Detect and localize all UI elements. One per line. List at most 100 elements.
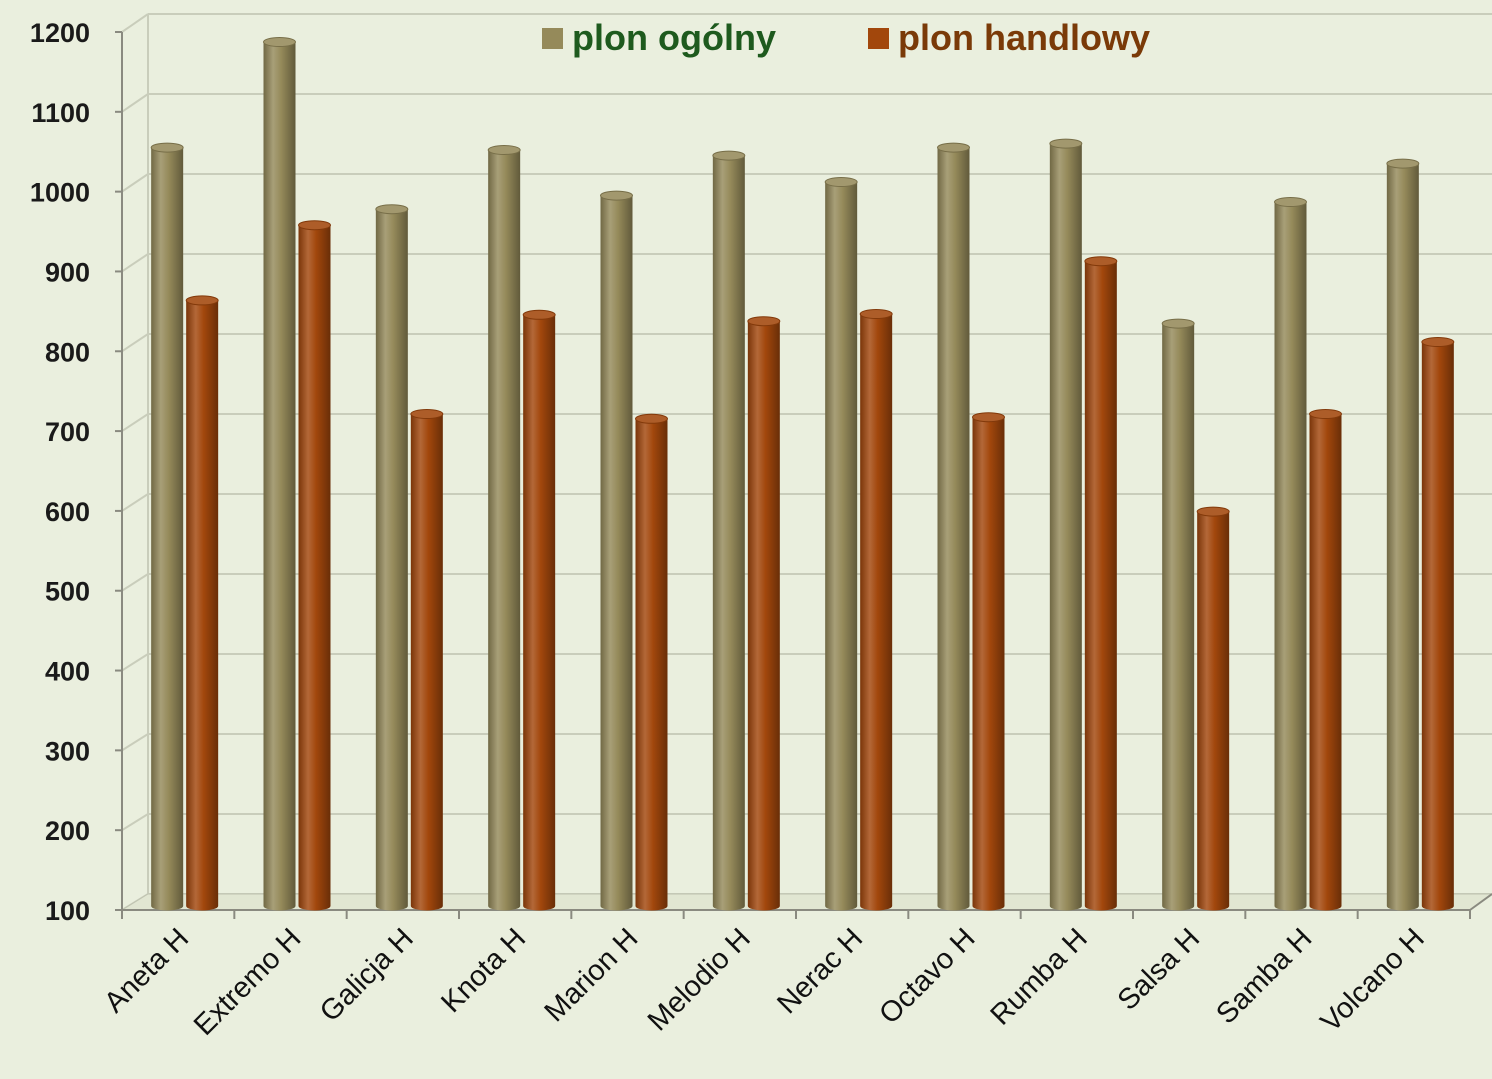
bar-top (1084, 256, 1118, 267)
bar-top (1421, 337, 1455, 347)
bar-body (151, 147, 184, 911)
x-tick-label: Galicja H (314, 922, 420, 1028)
bar-top (185, 295, 219, 306)
legend-swatch (542, 28, 563, 49)
bar-top (1049, 138, 1083, 149)
bar-plon-ogolny (150, 142, 184, 911)
x-tick-label: Volcano H (1315, 922, 1431, 1038)
bar-body (1084, 261, 1117, 911)
bar-top (1161, 318, 1195, 329)
y-tick-label: 1200 (30, 18, 90, 48)
y-tick-label: 300 (45, 736, 90, 766)
legend-item: plon handlowy (868, 17, 1150, 58)
x-tick-label: Melodio H (642, 922, 757, 1037)
bar-top (859, 309, 893, 319)
gridline-connector (121, 173, 149, 193)
gridline-connector (121, 653, 149, 672)
bar-body (860, 314, 893, 911)
bar-plon-ogolny (600, 190, 633, 911)
bar-plon-ogolny (487, 145, 521, 911)
bar-top (150, 142, 184, 153)
bar-plon-handlowy (747, 316, 781, 911)
gridline-connector (121, 93, 149, 113)
bar-body (825, 182, 858, 911)
bar-plon-ogolny (937, 142, 970, 911)
y-tick-label: 600 (45, 497, 90, 527)
y-tick-label: 800 (45, 337, 90, 367)
gridline-connector (121, 573, 149, 592)
bar-body (298, 225, 331, 911)
legend: plon ogólny plon handlowy (542, 17, 1150, 58)
bar-plon-handlowy (859, 309, 893, 911)
bar-body (1197, 511, 1230, 911)
y-tick-label: 700 (45, 417, 90, 447)
bar-body (1162, 323, 1195, 911)
bar-body (186, 300, 219, 911)
bar-body (937, 147, 970, 911)
x-tick-label: Nerac H (771, 922, 869, 1020)
bar-top (600, 190, 633, 201)
bar-body (1386, 163, 1419, 911)
gridline-connector (121, 813, 149, 832)
bar-plon-handlowy (1309, 409, 1342, 911)
gridline-connector (121, 13, 149, 33)
gridline-connector (121, 733, 149, 752)
bar-top (1274, 197, 1307, 207)
gridline-connector (121, 253, 149, 273)
bar-top (410, 409, 444, 419)
x-tick-label: Aneta H (98, 922, 195, 1019)
x-tick-label: Extremo H (188, 922, 307, 1041)
x-tick-label: Knota H (435, 922, 532, 1019)
y-tick-label: 900 (45, 257, 90, 287)
legend-swatch (868, 28, 889, 49)
bar-top (298, 220, 331, 231)
x-tick-label: Rumba H (985, 922, 1094, 1031)
gridline-connector (121, 493, 149, 512)
bar-plon-ogolny (1386, 158, 1420, 911)
gridline-connector (121, 333, 149, 353)
y-tick-label: 200 (45, 816, 90, 846)
y-tick-label: 1100 (31, 98, 90, 128)
y-tick-label: 1000 (30, 178, 90, 208)
bar-body (635, 418, 668, 911)
y-tick-label: 400 (45, 657, 90, 687)
x-tick-label: Marion H (539, 922, 645, 1028)
bar-top (824, 177, 858, 187)
bar-plon-handlowy (522, 309, 556, 911)
bar-body (375, 209, 408, 911)
bar-top (1196, 506, 1230, 517)
bar-body (523, 314, 556, 911)
bar-plon-ogolny (1161, 318, 1195, 911)
bar-plon-handlowy (1084, 256, 1118, 911)
bar-top (522, 309, 556, 320)
bar-body (747, 321, 780, 911)
bar-plon-handlowy (410, 409, 444, 911)
bar-plon-handlowy (635, 413, 668, 911)
bar-plon-ogolny (1274, 197, 1307, 911)
bar-plon-ogolny (375, 204, 409, 911)
bar-body (488, 150, 521, 911)
bar-top (747, 316, 781, 327)
bar-body (1421, 342, 1454, 911)
x-axis-depth (1469, 893, 1492, 911)
x-tick-label: Samba H (1210, 922, 1318, 1030)
bar-top (1309, 409, 1342, 419)
bar-body (410, 414, 443, 911)
x-tick-label: Salsa H (1112, 922, 1206, 1016)
bar-plon-handlowy (298, 220, 331, 911)
legend-label: plon handlowy (898, 17, 1150, 58)
gridline-connector (121, 413, 149, 432)
y-tick-label: 100 (45, 896, 90, 926)
bar-top (972, 412, 1005, 423)
bar-top (1386, 158, 1420, 169)
legend-item: plon ogólny (542, 17, 776, 58)
bar-plon-handlowy (1196, 506, 1230, 911)
gridlines (121, 13, 1492, 911)
bar-top (712, 150, 746, 161)
bar-body (712, 155, 745, 911)
bar-body (600, 195, 633, 911)
bar-plon-ogolny (263, 37, 296, 911)
bar-body (1274, 202, 1307, 911)
